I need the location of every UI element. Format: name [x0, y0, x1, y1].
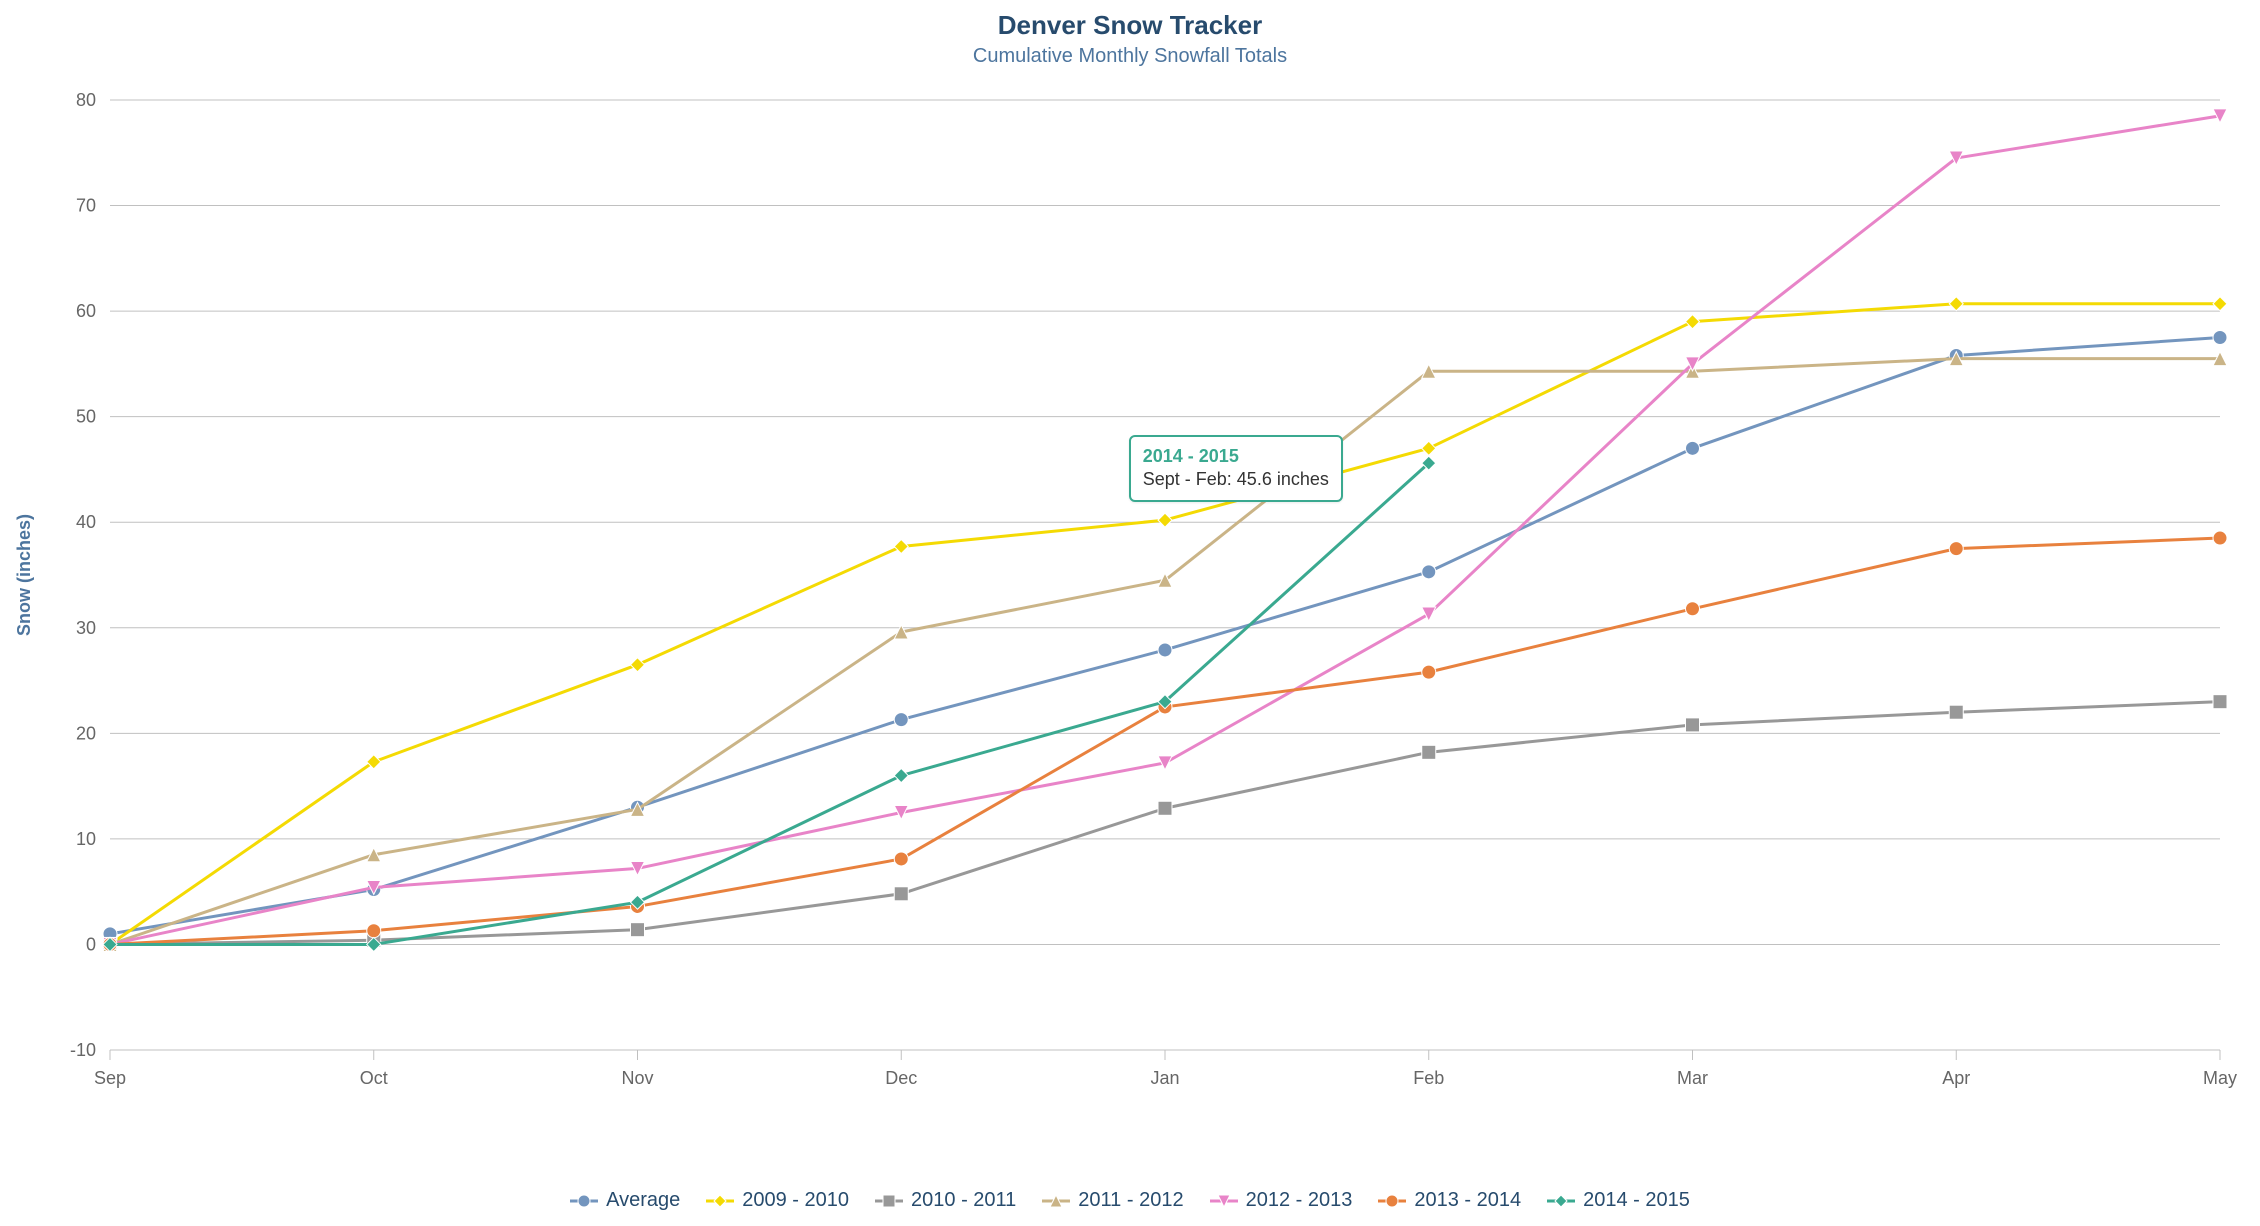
- x-tick-label: Feb: [1413, 1068, 1444, 1088]
- series-2013---2014[interactable]: [103, 531, 2227, 951]
- legend-label: 2012 - 2013: [1246, 1189, 1353, 1212]
- x-tick-label: Dec: [885, 1068, 917, 1088]
- x-tick-label: Mar: [1677, 1068, 1708, 1088]
- y-tick-label: 30: [76, 618, 96, 638]
- series-average[interactable]: [103, 331, 2227, 941]
- y-tick-label: 40: [76, 512, 96, 532]
- legend-swatch: [570, 1192, 598, 1210]
- y-tick-label: 10: [76, 829, 96, 849]
- legend-swatch: [1042, 1192, 1070, 1210]
- x-tick-label: Sep: [94, 1068, 126, 1088]
- legend-item[interactable]: 2012 - 2013: [1210, 1189, 1353, 1212]
- chart-subtitle: Cumulative Monthly Snowfall Totals: [973, 45, 1287, 67]
- series-2009---2010[interactable]: [103, 297, 2227, 952]
- legend-item[interactable]: 2013 - 2014: [1378, 1189, 1521, 1212]
- legend-label: 2011 - 2012: [1078, 1189, 1183, 1212]
- x-tick-label: Oct: [360, 1068, 388, 1088]
- legend-swatch: [1210, 1192, 1238, 1210]
- y-tick-label: 50: [76, 407, 96, 427]
- y-tick-label: 20: [76, 723, 96, 743]
- snow-chart: Denver Snow Tracker Cumulative Monthly Sn…: [0, 0, 2260, 1185]
- legend-item[interactable]: 2014 - 2015: [1547, 1189, 1690, 1212]
- legend-item[interactable]: 2011 - 2012: [1042, 1189, 1183, 1212]
- y-tick-label: 80: [76, 90, 96, 110]
- y-axis-title: Snow (inches): [14, 514, 34, 636]
- series-2012---2013[interactable]: [103, 109, 2227, 952]
- x-tick-label: Jan: [1150, 1068, 1179, 1088]
- y-tick-label: 70: [76, 196, 96, 216]
- y-tick-label: 0: [86, 934, 96, 954]
- legend-item[interactable]: 2010 - 2011: [875, 1189, 1016, 1212]
- legend-item[interactable]: 2009 - 2010: [706, 1189, 849, 1212]
- legend-label: 2010 - 2011: [911, 1189, 1016, 1212]
- legend-swatch: [1378, 1192, 1406, 1210]
- legend-label: Average: [606, 1189, 680, 1212]
- legend-label: 2009 - 2010: [742, 1189, 849, 1212]
- legend-label: 2013 - 2014: [1414, 1189, 1521, 1212]
- x-tick-label: Nov: [621, 1068, 653, 1088]
- y-tick-label: -10: [70, 1040, 96, 1060]
- chart-legend: Average 2009 - 2010 2010 - 2011 2011 - 2012…: [0, 1185, 2260, 1226]
- series-2014---2015[interactable]: [103, 456, 1436, 951]
- legend-label: 2014 - 2015: [1583, 1189, 1690, 1212]
- legend-swatch: [706, 1192, 734, 1210]
- y-tick-label: 60: [76, 301, 96, 321]
- legend-item[interactable]: Average: [570, 1189, 680, 1212]
- legend-swatch: [875, 1192, 903, 1210]
- x-tick-label: Apr: [1942, 1068, 1970, 1088]
- chart-canvas: Denver Snow Tracker Cumulative Monthly Sn…: [0, 0, 2260, 1180]
- x-tick-label: May: [2203, 1068, 2237, 1088]
- chart-title: Denver Snow Tracker: [998, 10, 1262, 40]
- legend-swatch: [1547, 1192, 1575, 1210]
